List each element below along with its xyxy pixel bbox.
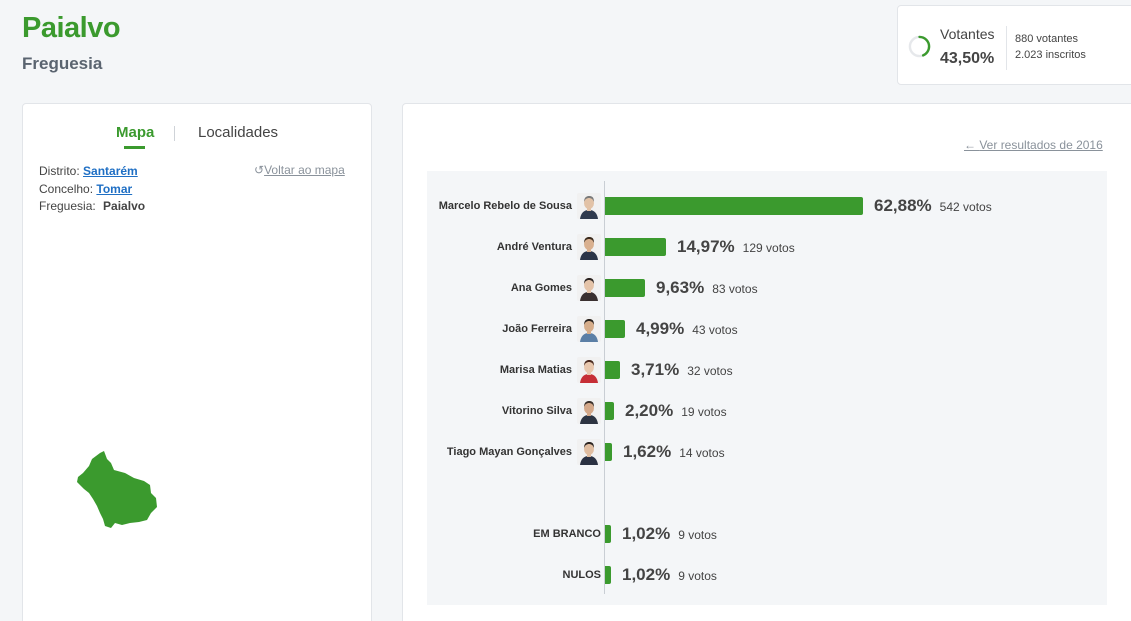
other-name: NULOS <box>562 569 602 581</box>
location-breadcrumb: Distrito: Santarém Concelho: Tomar Fregu… <box>39 163 145 216</box>
previous-results-label: Ver resultados de 2016 <box>979 138 1103 152</box>
candidate-row: Ana Gomes 9,63% 83 votos <box>427 271 1107 305</box>
result-bar <box>605 402 614 420</box>
turnout-registered: 2.023 inscritos <box>1015 49 1086 61</box>
result-bar <box>605 320 625 338</box>
tab-mapa[interactable]: Mapa <box>116 124 155 141</box>
distrito-label: Distrito: <box>39 164 80 178</box>
turnout-divider <box>1006 26 1007 70</box>
result-percent: 14,97% <box>677 237 735 256</box>
concelho-link[interactable]: Tomar <box>96 181 133 196</box>
turnout-ring-arc <box>908 35 931 58</box>
result-percent: 2,20% <box>625 401 674 420</box>
page-title: Paialvo <box>22 12 121 44</box>
back-to-map-link[interactable]: ↺Voltar ao mapa <box>254 163 345 177</box>
tab-active-indicator <box>124 146 145 149</box>
result-percent: 4,99% <box>636 319 685 338</box>
other-name: EM BRANCO <box>533 528 601 540</box>
result-votes: 32 votos <box>687 364 733 378</box>
result-bar <box>605 566 611 584</box>
result-bar <box>605 279 645 297</box>
candidate-name: Marcelo Rebelo de Sousa <box>438 200 572 212</box>
result-votes: 9 votos <box>678 569 717 583</box>
result-percent: 1,02% <box>622 524 671 543</box>
map-panel: Mapa Localidades Distrito: Santarém Conc… <box>22 103 372 621</box>
turnout-percent: 43,50% <box>940 50 995 67</box>
candidate-avatar <box>577 193 601 219</box>
result-percent: 62,88% <box>874 196 932 215</box>
candidate-avatar <box>577 398 601 424</box>
result-percent: 9,63% <box>656 278 705 297</box>
tab-localidades[interactable]: Localidades <box>198 124 279 141</box>
candidate-name: Tiago Mayan Gonçalves <box>446 446 572 458</box>
result-bar <box>605 197 863 215</box>
turnout-label: Votantes <box>940 26 995 42</box>
previous-results-link[interactable]: ← Ver resultados de 2016 <box>964 138 1103 152</box>
tab-divider <box>174 126 175 141</box>
candidate-avatar <box>577 275 601 301</box>
distrito-link[interactable]: Santarém <box>83 164 138 178</box>
candidate-name: Marisa Matias <box>499 364 572 376</box>
freguesia-label: Freguesia: <box>39 199 96 213</box>
result-votes: 14 votos <box>679 446 725 460</box>
candidate-row: Vitorino Silva 2,20% 19 votos <box>427 394 1107 428</box>
other-row: NULOS 1,02% 9 votos <box>427 558 1107 592</box>
result-bar <box>605 238 666 256</box>
candidate-row: Tiago Mayan Gonçalves 1,62% 14 votos <box>427 435 1107 469</box>
candidate-name: Vitorino Silva <box>501 405 572 417</box>
candidate-name: André Ventura <box>496 241 572 253</box>
page-subtitle: Freguesia <box>22 54 103 73</box>
arrow-left-icon: ← <box>964 138 976 152</box>
candidate-row: André Ventura 14,97% 129 votos <box>427 230 1107 264</box>
chart-axis-line <box>604 181 605 594</box>
result-votes: 9 votos <box>678 528 717 542</box>
candidate-avatar <box>577 357 601 383</box>
results-chart: Marcelo Rebelo de Sousa 62,88% 542 votos An… <box>427 171 1107 605</box>
back-to-map-label: Voltar ao mapa <box>264 163 345 177</box>
candidate-name: Ana Gomes <box>510 282 572 294</box>
result-votes: 129 votos <box>742 241 795 255</box>
result-percent: 3,71% <box>631 360 680 379</box>
result-bar <box>605 443 612 461</box>
result-percent: 1,62% <box>623 442 672 461</box>
candidate-row: Marcelo Rebelo de Sousa 62,88% 542 votos <box>427 189 1107 223</box>
other-row: EM BRANCO 1,02% 9 votos <box>427 517 1107 551</box>
freguesia-value: Paialvo <box>103 199 146 213</box>
result-bar <box>605 361 620 379</box>
candidate-row: João Ferreira 4,99% 43 votos <box>427 312 1107 346</box>
candidate-name: João Ferreira <box>502 323 572 335</box>
candidate-avatar <box>577 234 601 260</box>
turnout-voters: 880 votantes <box>1015 33 1078 45</box>
result-votes: 19 votos <box>681 405 727 419</box>
candidate-avatar <box>577 439 601 465</box>
concelho-label: Concelho: <box>39 181 94 196</box>
turnout-ring <box>908 35 931 58</box>
result-votes: 43 votos <box>692 323 738 337</box>
result-votes: 542 votos <box>939 200 992 214</box>
result-bar <box>605 525 611 543</box>
turnout-card: Votantes 43,50% 880 votantes 2.023 inscr… <box>897 5 1131 85</box>
candidate-avatar <box>577 316 601 342</box>
result-votes: 83 votos <box>712 282 758 296</box>
undo-icon: ↺ <box>254 163 265 177</box>
parish-map-shape[interactable] <box>73 449 163 539</box>
candidate-row: Marisa Matias 3,71% 32 votos <box>427 353 1107 387</box>
result-percent: 1,02% <box>622 565 671 584</box>
results-panel: ← Ver resultados de 2016 Marcelo Rebelo … <box>402 103 1131 621</box>
turnout-counts: 880 votantes 2.023 inscritos <box>1015 31 1086 63</box>
